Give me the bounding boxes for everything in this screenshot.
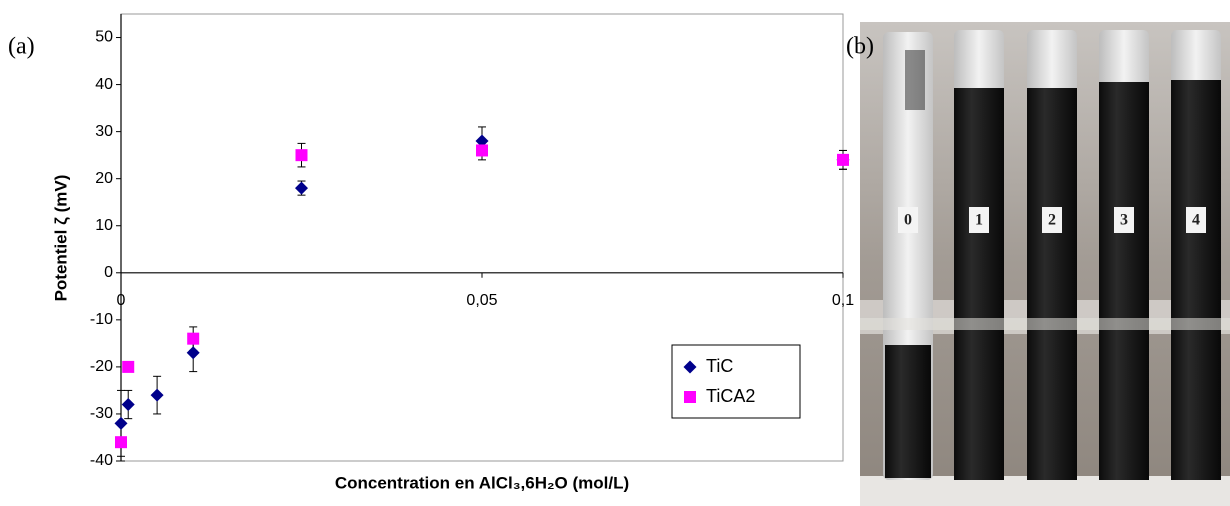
tube-suspension (1099, 82, 1149, 480)
tube-sediment (885, 345, 931, 478)
tube-suspension (954, 88, 1004, 480)
tube-label-box (969, 207, 989, 233)
tube-label: 3 (1120, 212, 1128, 229)
y-tick-label: -10 (90, 311, 113, 328)
x-tick-label: 0 (117, 292, 126, 309)
y-tick-label: 50 (95, 29, 113, 46)
y-tick-label: 0 (104, 264, 113, 281)
y-axis-label: Potentiel ζ (mV) (51, 175, 70, 302)
marker-diamond (186, 346, 200, 360)
marker-square (187, 332, 200, 345)
marker-square (837, 153, 849, 166)
tube-label-box (898, 207, 918, 233)
tube-label-box (1042, 207, 1062, 233)
marker-square (684, 391, 696, 403)
tube-label-box (1186, 207, 1206, 233)
marker-diamond (114, 416, 128, 430)
tube-label-box (1114, 207, 1134, 233)
tube-suspension (1171, 80, 1221, 480)
marker-diamond (150, 388, 164, 402)
marker-square (122, 360, 135, 373)
marker-square (295, 149, 308, 162)
tube-label: 4 (1192, 212, 1200, 229)
x-axis-label: Concentration en AlCl₃,6H₂O (mol/L) (335, 473, 629, 492)
y-tick-label: -20 (90, 358, 113, 375)
x-tick-label: 0,1 (832, 292, 854, 309)
marker-diamond (121, 398, 135, 412)
marker-diamond (475, 134, 489, 148)
y-tick-label: 20 (95, 170, 113, 187)
tube-suspension (1027, 88, 1077, 480)
y-tick-label: 10 (95, 217, 113, 234)
legend-box (671, 344, 801, 419)
tube-residue (905, 50, 925, 110)
rack-base (860, 476, 1230, 506)
y-tick-label: 30 (95, 123, 113, 140)
x-tick-label: 0,05 (466, 292, 497, 309)
marker-square (115, 436, 127, 449)
y-tick-label: -40 (90, 452, 113, 469)
legend-label: TiC (706, 356, 733, 376)
y-tick-label: 40 (95, 76, 113, 93)
tubes (954, 30, 1221, 480)
rack-bar-front (860, 318, 1230, 330)
tube-label: 2 (1048, 212, 1056, 229)
marker-square (476, 144, 488, 157)
tube-label: 1 (975, 212, 983, 229)
marker-diamond (683, 360, 697, 374)
panel-label: (a) (8, 34, 35, 60)
tube-label: 0 (904, 212, 912, 229)
marker-diamond (295, 181, 308, 195)
photo: 0 1 2 3 4 (b) (846, 22, 1230, 506)
panel-label: (b) (846, 34, 874, 60)
y-tick-label: -30 (90, 405, 113, 422)
legend-label: TiCA2 (706, 386, 755, 406)
